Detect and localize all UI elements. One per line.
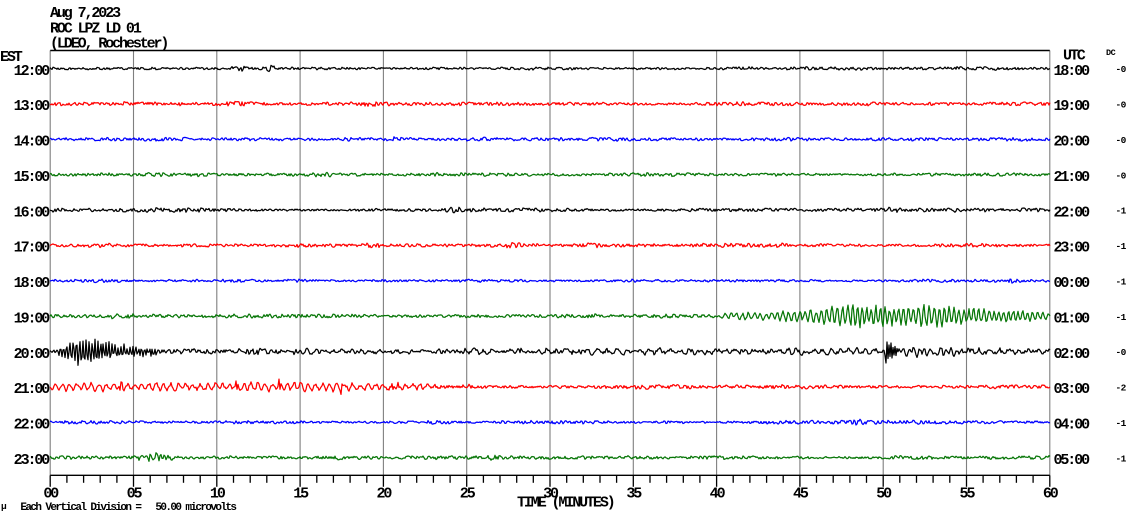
svg-text:21:00: 21:00 [1054, 169, 1091, 186]
svg-text:EST: EST [0, 49, 23, 66]
svg-text:23:00: 23:00 [14, 452, 51, 469]
svg-text:17:00: 17:00 [14, 240, 51, 257]
svg-text:12:00: 12:00 [14, 63, 51, 80]
svg-text:UTC: UTC [1063, 48, 1086, 65]
svg-text:-1: -1 [1116, 241, 1127, 252]
svg-text:01:00: 01:00 [1054, 310, 1091, 327]
svg-text:03:00: 03:00 [1054, 381, 1091, 398]
svg-text:-2: -2 [1116, 383, 1127, 394]
svg-text:40: 40 [710, 486, 726, 503]
svg-text:05:00: 05:00 [1054, 452, 1091, 469]
svg-text:19:00: 19:00 [1054, 98, 1091, 115]
svg-text:10: 10 [210, 486, 226, 503]
svg-text:15: 15 [293, 486, 309, 503]
svg-text:-1: -1 [1116, 206, 1127, 217]
svg-text:-1: -1 [1116, 276, 1127, 287]
svg-text:35: 35 [626, 486, 642, 503]
svg-text:22:00: 22:00 [14, 417, 51, 434]
svg-text:-0: -0 [1116, 347, 1127, 358]
svg-text:μ: μ [1, 501, 7, 512]
svg-text:ROC LPZ LD 01: ROC LPZ LD 01 [50, 20, 142, 37]
svg-text:22:00: 22:00 [1054, 204, 1091, 221]
svg-text:00:00: 00:00 [1054, 275, 1091, 292]
svg-text:50: 50 [876, 486, 892, 503]
svg-text:25: 25 [460, 486, 476, 503]
svg-text:TIME (MINUTES): TIME (MINUTES) [517, 494, 614, 511]
svg-text:14:00: 14:00 [14, 134, 51, 151]
svg-text:18:00: 18:00 [1054, 63, 1091, 80]
svg-text:23:00: 23:00 [1054, 240, 1091, 257]
svg-text:55: 55 [960, 486, 976, 503]
svg-text:20: 20 [377, 486, 393, 503]
svg-text:-0: -0 [1116, 135, 1127, 146]
svg-text:Each Vertical Division = 50.: Each Vertical Division = 50.00 microvolt… [20, 502, 236, 514]
svg-text:-1: -1 [1116, 312, 1127, 323]
svg-text:00: 00 [43, 486, 59, 503]
svg-text:-1: -1 [1116, 453, 1127, 464]
svg-text:15:00: 15:00 [14, 169, 51, 186]
svg-text:18:00: 18:00 [14, 275, 51, 292]
svg-text:-0: -0 [1116, 64, 1127, 75]
svg-text:20:00: 20:00 [1054, 134, 1091, 151]
svg-text:-1: -1 [1116, 418, 1127, 429]
svg-text:DC: DC [1106, 48, 1116, 58]
svg-text:45: 45 [793, 486, 809, 503]
svg-text:05: 05 [127, 486, 143, 503]
svg-text:-0: -0 [1116, 170, 1127, 181]
svg-text:30: 30 [543, 486, 559, 503]
svg-text:19:00: 19:00 [14, 310, 51, 327]
svg-text:16:00: 16:00 [14, 204, 51, 221]
svg-text:(LDEO, Rochester): (LDEO, Rochester) [50, 36, 167, 53]
svg-text:04:00: 04:00 [1054, 417, 1091, 434]
svg-text:20:00: 20:00 [14, 346, 51, 363]
svg-text:Aug 7,2023: Aug 7,2023 [50, 5, 121, 22]
svg-text:60: 60 [1043, 486, 1059, 503]
svg-text:02:00: 02:00 [1054, 346, 1091, 363]
svg-text:13:00: 13:00 [14, 98, 51, 115]
svg-text:21:00: 21:00 [14, 381, 51, 398]
svg-text:-0: -0 [1116, 100, 1127, 111]
